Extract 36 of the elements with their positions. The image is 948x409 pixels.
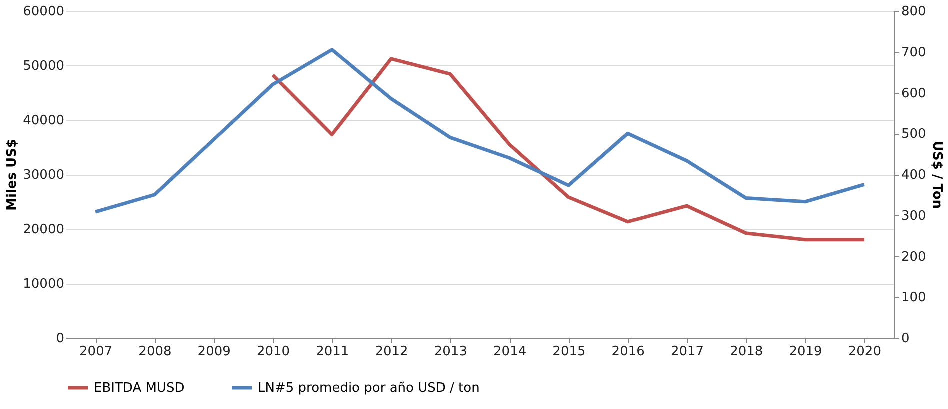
y-axis-title: Miles US$	[5, 139, 20, 211]
y2-tick-label: 400	[902, 168, 926, 183]
y2-tick-label: 500	[902, 127, 926, 142]
y-tick-label: 50000	[23, 59, 64, 74]
y-tick-label: 60000	[23, 4, 64, 20]
x-tick-label: 2009	[198, 344, 231, 360]
x-tick-label: 2013	[434, 344, 468, 360]
x-tick-label: 2014	[494, 344, 527, 360]
x-tick-label: 2016	[612, 344, 645, 360]
x-tick-label: 2015	[552, 344, 586, 360]
y2-axis-title: US$ / Ton	[929, 140, 944, 210]
x-tick-label: 2019	[789, 344, 822, 360]
legend-label: LN#5 promedio por año USD / ton	[258, 381, 480, 396]
y2-tick-label: 200	[902, 250, 926, 265]
y-tick-label: 0	[56, 332, 64, 346]
y2-tick-label: 700	[902, 45, 926, 60]
line-series	[271, 57, 866, 242]
y2-tick-label: 600	[902, 86, 926, 102]
y2-tick-label: 0	[902, 332, 910, 346]
y2-tick-label: 300	[902, 208, 926, 224]
legend-label: EBITDA MUSD	[94, 381, 185, 396]
x-tick-label: 2007	[80, 344, 113, 360]
y-tick-label: 10000	[23, 277, 64, 292]
x-tick-label: 2017	[670, 344, 704, 360]
y-tick-label: 30000	[23, 168, 64, 183]
line-series	[94, 48, 866, 214]
y2-tick-label: 800	[902, 4, 926, 20]
y-tick-label: 20000	[23, 222, 64, 238]
x-tick-label: 2020	[848, 344, 882, 360]
y-tick-label: 40000	[23, 114, 64, 128]
x-tick-label: 2012	[375, 344, 408, 360]
x-tick-label: 2011	[316, 344, 350, 360]
x-tick-label: 2018	[730, 344, 764, 360]
y2-tick-label: 100	[902, 290, 926, 306]
x-tick-label: 2010	[256, 344, 290, 360]
x-tick-label: 2008	[138, 344, 172, 360]
